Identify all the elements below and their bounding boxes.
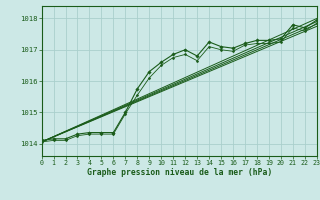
X-axis label: Graphe pression niveau de la mer (hPa): Graphe pression niveau de la mer (hPa) [87, 168, 272, 177]
